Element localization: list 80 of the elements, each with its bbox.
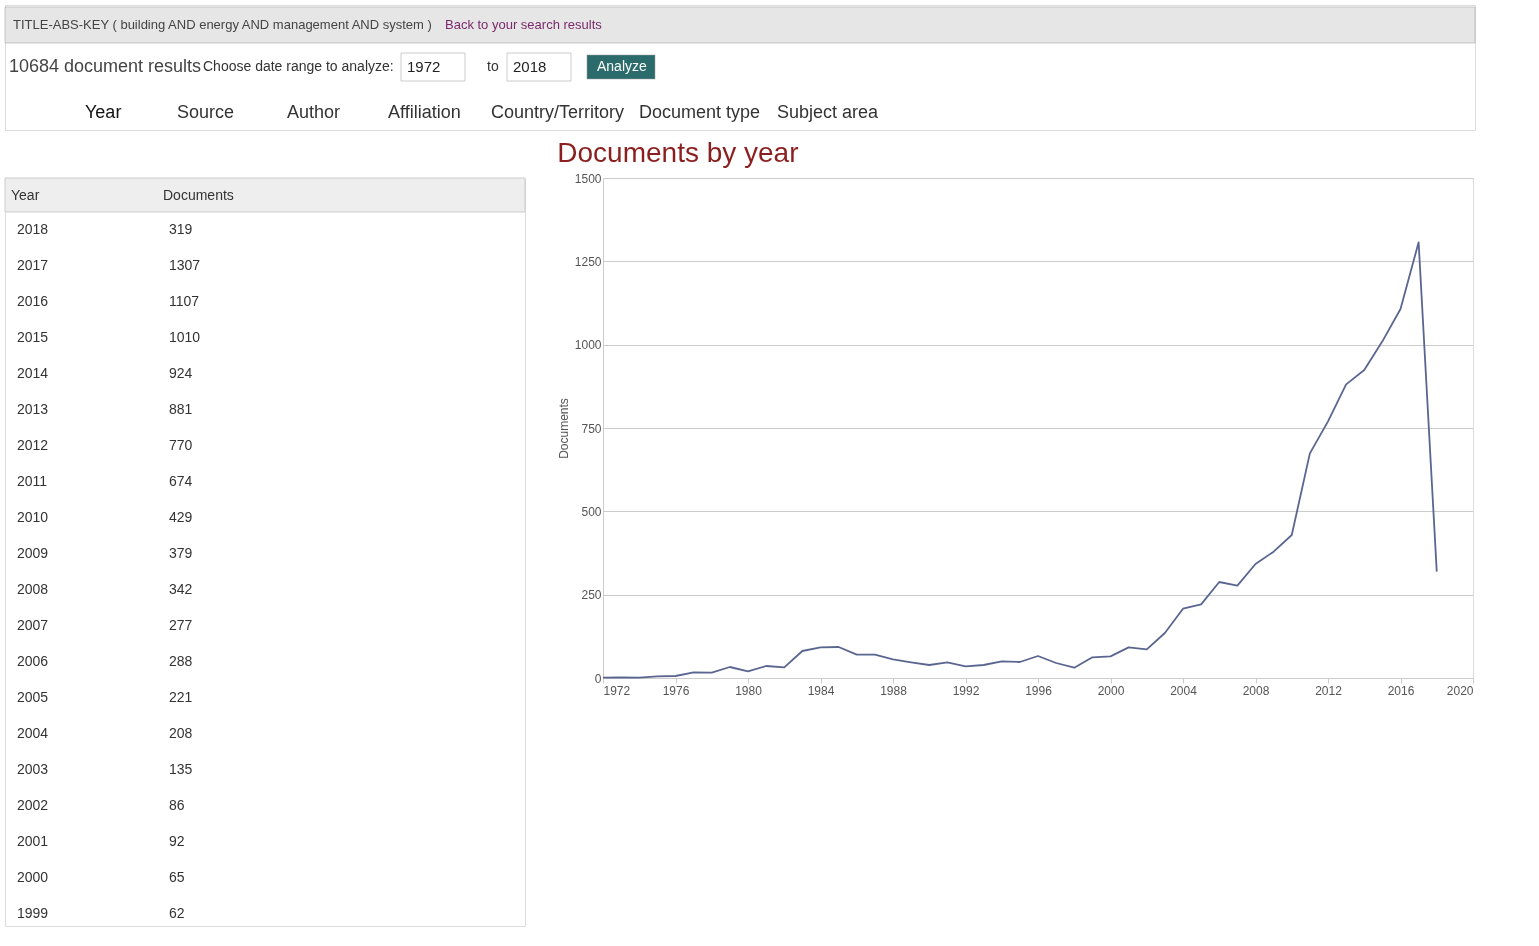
text: 1999 [17, 905, 49, 921]
text: Source [177, 102, 235, 122]
text: 2015 [17, 329, 49, 345]
y-tick-label: 1500 [574, 171, 602, 186]
text: TITLE-ABS-KEY ( building AND energy AND management AND system ) [13, 17, 432, 32]
text: 62 [169, 905, 185, 921]
text: 2014 [17, 365, 49, 381]
text: 1972 [407, 58, 441, 75]
text: 2009 [17, 545, 49, 561]
text: 1307 [169, 257, 201, 273]
text: 2010 [17, 509, 49, 525]
text: 86 [169, 797, 185, 813]
text: 277 [169, 617, 193, 633]
line-series [602, 241, 1438, 679]
text: 2002 [17, 797, 49, 813]
text: 2007 [17, 617, 49, 633]
y-tick-label: 500 [581, 504, 602, 519]
x-tick-label: 1996 [1025, 683, 1053, 698]
text: 2018 [17, 221, 49, 237]
text: 2005 [17, 689, 49, 705]
x-tick-label: 2000 [1097, 683, 1125, 698]
y-tick-label: 1250 [574, 254, 602, 269]
x-tick-label: 1972 [603, 683, 631, 698]
text: 135 [169, 761, 193, 777]
text: 2017 [17, 257, 49, 273]
x-tick-label: 2004 [1170, 683, 1198, 698]
y-tick-label: 250 [581, 588, 602, 603]
text: Subject area [777, 102, 880, 122]
x-tick-label: 2020 [1446, 683, 1474, 698]
text: 92 [169, 833, 185, 849]
text: 379 [169, 545, 193, 561]
text: Choose date range to analyze: [203, 58, 394, 74]
text: Analyze [597, 58, 648, 74]
text: 2006 [17, 653, 49, 669]
text: Affiliation [388, 102, 461, 122]
text: 2004 [17, 725, 49, 741]
text: 429 [169, 509, 193, 525]
text: 2000 [17, 869, 49, 885]
text: 208 [169, 725, 193, 741]
chart-title: Documents by year [557, 137, 799, 168]
text: to [487, 58, 499, 74]
text: 2013 [17, 401, 49, 417]
x-tick-label: 1976 [662, 683, 690, 698]
y-tick-label: 0 [594, 671, 602, 686]
text: 2001 [17, 833, 49, 849]
x-tick-label: 1992 [952, 683, 980, 698]
y-axis-title: Documents [556, 398, 571, 459]
text: 674 [169, 473, 193, 489]
text: Back to your search results [445, 17, 603, 32]
text: 924 [169, 365, 193, 381]
x-tick-label: 2016 [1387, 683, 1415, 698]
text: 2012 [17, 437, 49, 453]
text: 770 [169, 437, 193, 453]
text: 319 [169, 221, 193, 237]
text: 2003 [17, 761, 49, 777]
text: 342 [169, 581, 193, 597]
text: Year [11, 187, 40, 203]
text: 881 [169, 401, 193, 417]
x-tick-label: 1984 [807, 683, 835, 698]
y-tick-label: 1000 [574, 338, 602, 353]
text: Author [287, 102, 341, 122]
x-tick-label: 2008 [1242, 683, 1270, 698]
text: 2016 [17, 293, 49, 309]
y-tick-label: 750 [581, 421, 602, 436]
text: Document type [639, 102, 761, 122]
x-tick-label: 1980 [735, 683, 763, 698]
text: 221 [169, 689, 193, 705]
text: 1010 [169, 329, 201, 345]
text: 10684 document results [9, 56, 202, 76]
text: 1107 [169, 293, 200, 309]
text: 2008 [17, 581, 49, 597]
text: 288 [169, 653, 193, 669]
text: Year [85, 102, 122, 122]
text: Documents [163, 187, 234, 203]
text: 65 [169, 869, 185, 885]
text: 2011 [17, 473, 48, 489]
x-tick-label: 2012 [1315, 683, 1343, 698]
x-tick-label: 1988 [880, 683, 908, 698]
text: 2018 [513, 58, 547, 75]
text: Country/Territory [491, 102, 625, 122]
